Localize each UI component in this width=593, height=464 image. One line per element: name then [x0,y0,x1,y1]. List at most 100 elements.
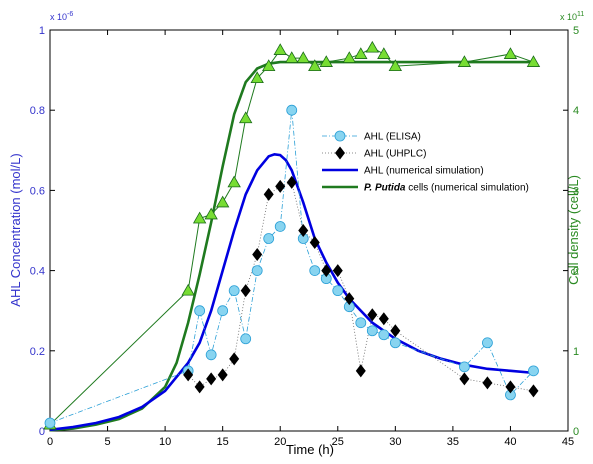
right-multiplier-exponent: 11 [577,11,584,18]
point-ahl-elisa [228,285,240,297]
point-cells-measured [308,59,322,71]
x-axis-label: Time (h) [286,442,334,457]
series-line-ahl-simulation [49,152,534,432]
point-cells-measured [204,207,218,220]
x-tick-label: 25 [332,436,344,448]
point-ahl-uhplc [332,264,343,278]
point-ahl-uhplc [240,284,251,298]
point-ahl-uhplc [459,372,470,386]
point-ahl-uhplc [183,368,194,382]
point-ahl-elisa [309,265,321,277]
y-left-tick-label: 0.8 [30,105,45,117]
legend-item: P. Putida cells (numerical simulation) [322,183,529,194]
series-line-ahl-uhplc [187,181,534,392]
x-tick-label: 10 [159,436,171,448]
right-multiplier-base: x 10 [560,12,577,22]
series-line-cells-simulation [49,60,534,432]
right-axis-multiplier: x 1011 [560,11,584,22]
y-right-tick-label: 0 [573,426,579,438]
point-ahl-uhplc [528,384,539,398]
point-ahl-uhplc [505,380,516,394]
legend-marker-ahl-elisa [334,130,346,142]
point-cells-measured [319,55,333,67]
point-cells-measured [354,47,368,59]
left-multiplier-exponent: -6 [67,11,73,18]
point-ahl-uhplc [206,372,217,386]
point-ahl-uhplc [482,376,493,390]
y-left-tick-label: 1 [39,25,45,37]
point-cells-measured [342,51,356,63]
point-ahl-uhplc [367,308,378,322]
point-ahl-elisa [217,305,229,317]
point-ahl-elisa [355,317,367,329]
point-ahl-uhplc [309,236,320,250]
x-tick-label: 40 [504,436,516,448]
legend-item: AHL (numerical simulation) [322,166,484,177]
point-ahl-elisa [366,325,378,337]
point-ahl-uhplc [229,352,240,366]
point-ahl-uhplc [194,380,205,394]
y-left-tick-label: 0.6 [30,185,45,197]
point-ahl-uhplc [344,292,355,306]
legend-label: AHL (numerical simulation) [364,166,484,177]
point-ahl-elisa [251,265,263,277]
point-cells-measured [296,51,310,63]
x-tick-label: 15 [217,436,229,448]
point-cells-measured [273,43,287,55]
y-left-tick-label: 0.2 [30,346,45,358]
point-ahl-elisa [378,329,390,341]
point-cells-measured [181,283,195,296]
x-tick-label: 35 [447,436,459,448]
legend-label: P. Putida cells (numerical simulation) [364,183,529,194]
point-ahl-elisa [458,361,470,373]
point-ahl-elisa [482,337,493,349]
point-ahl-elisa [263,233,275,244]
point-ahl-uhplc [286,175,297,189]
point-ahl-uhplc [355,364,366,378]
legend: AHL (ELISA) AHL (UHPLC) AHL (numerical sim… [322,130,529,194]
point-ahl-elisa [528,365,539,377]
point-ahl-elisa [286,104,298,116]
point-cells-measured [285,51,299,63]
legend-label-italic: P. Putida [364,183,406,194]
point-ahl-uhplc [217,368,228,382]
y-right-tick-label: 4 [573,105,579,117]
point-ahl-elisa [205,349,217,361]
legend-label-rest: cells (numerical simulation) [406,183,529,194]
point-ahl-elisa [274,221,286,232]
x-tick-label: 5 [104,436,110,448]
legend-label: AHL (ELISA) [364,132,421,143]
y-axis-left-label: AHL Concentration (mol/L) [8,153,23,306]
point-cells-measured [238,111,253,124]
legend-marker-ahl-uhplc [335,146,345,160]
point-ahl-uhplc [263,187,274,201]
point-ahl-uhplc [321,264,332,278]
x-tick-label: 0 [47,436,53,448]
y-right-tick-label: 5 [573,25,579,37]
x-tick-label: 30 [389,436,401,448]
point-ahl-uhplc [298,224,309,237]
y-right-tick-label: 3 [573,185,579,197]
y-right-tick-label: 2 [573,266,579,278]
point-cells-measured [215,195,230,208]
y-right-tick-label: 1 [573,346,579,358]
point-cells-measured [250,71,264,84]
point-cells-measured [388,59,403,71]
legend-label: AHL (UHPLC) [364,149,426,160]
point-cells-measured [503,47,518,59]
point-ahl-uhplc [390,324,401,338]
legend-item: AHL (ELISA) [322,130,421,143]
point-ahl-elisa [194,305,206,317]
series-line-ahl-elisa [49,110,534,424]
y-left-tick-label: 0 [39,426,45,438]
left-multiplier-base: x 10 [50,12,67,22]
point-ahl-elisa [332,285,344,297]
left-axis-multiplier: x 10-6 [50,11,73,22]
y-axis-right-label: Cell density (cell/L) [566,175,581,285]
x-tick-label: 45 [562,436,574,448]
point-ahl-elisa [44,417,56,429]
point-cells-measured [457,55,472,67]
point-cells-measured [192,211,207,224]
